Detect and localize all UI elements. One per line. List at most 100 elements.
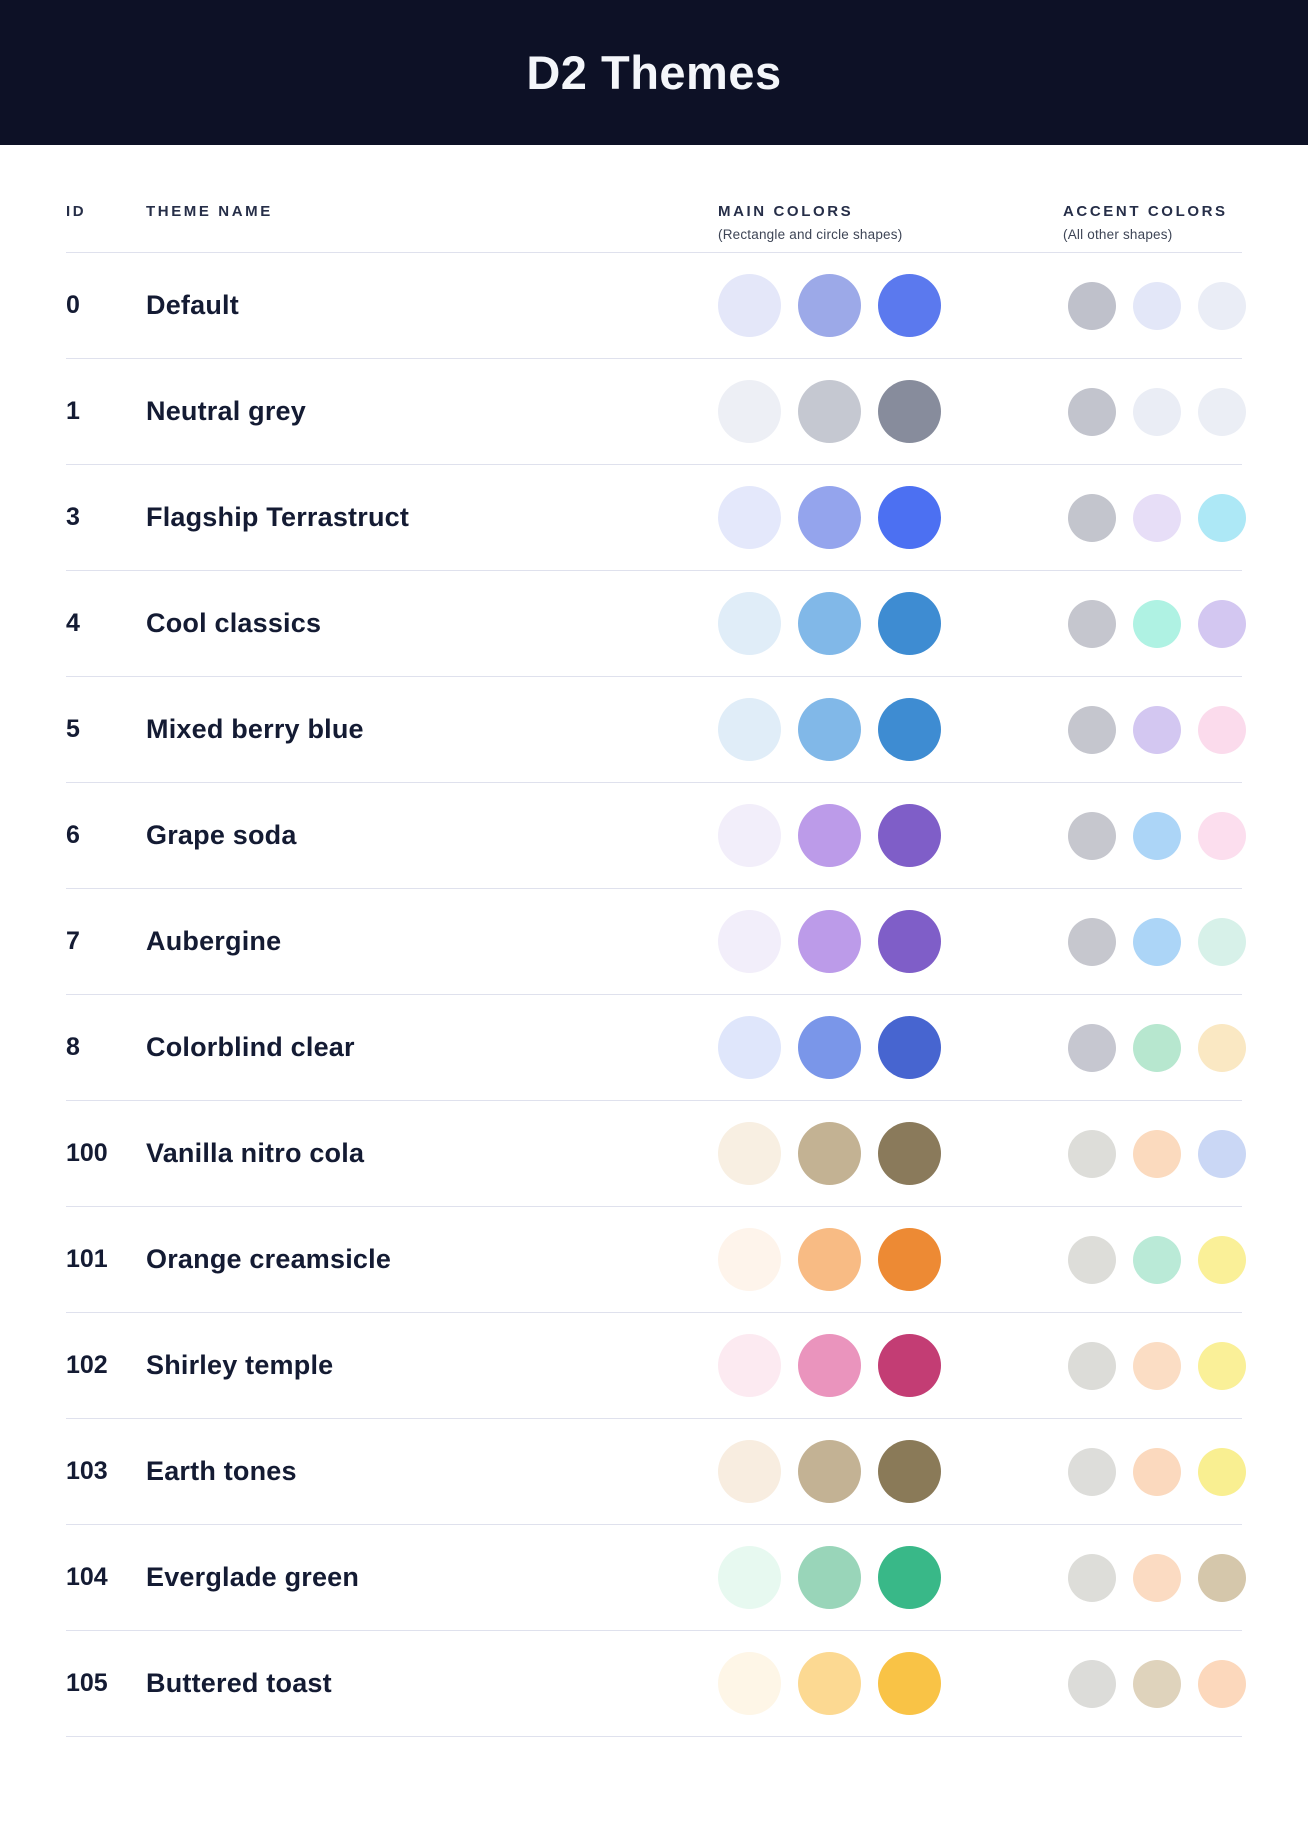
accent-color-swatch [1068,1129,1116,1178]
theme-id: 4 [66,609,80,637]
accent-color-swatch [1068,1447,1116,1496]
accent-color-swatch [1198,705,1246,754]
accent-color-swatch [1133,1659,1181,1708]
column-header-id: ID [66,203,146,220]
main-color-swatches [718,1334,1063,1397]
accent-color-swatch [1133,387,1181,436]
accent-color-swatch [1068,811,1116,860]
main-color-swatch [718,698,781,761]
main-color-swatches [718,380,1063,443]
main-color-swatch [718,1016,781,1079]
theme-id: 6 [66,821,80,849]
accent-color-swatch [1198,811,1246,860]
accent-color-swatch [1068,1235,1116,1284]
main-color-swatches [718,910,1063,973]
table-header-row: ID THEME NAME MAIN COLORS (Rectangle and… [66,203,1242,253]
main-color-swatches [718,592,1063,655]
main-color-swatch [878,1016,941,1079]
accent-color-swatches [1063,1447,1246,1496]
theme-name: Earth tones [146,1456,297,1486]
accent-color-swatch [1068,493,1116,542]
accent-color-swatch [1198,1659,1246,1708]
column-header-accent-colors-label: ACCENT COLORS [1063,203,1228,220]
accent-color-swatches [1063,1235,1246,1284]
accent-color-swatches [1063,1341,1246,1390]
main-color-swatches [718,1546,1063,1609]
accent-color-swatch [1133,281,1181,330]
main-color-swatch [878,804,941,867]
main-color-swatch [878,1440,941,1503]
main-color-swatches [718,274,1063,337]
column-header-main-colors: MAIN COLORS (Rectangle and circle shapes… [718,203,1063,242]
theme-id: 3 [66,503,80,531]
accent-color-swatch [1133,1447,1181,1496]
column-header-id-label: ID [66,203,87,220]
accent-color-swatch [1133,811,1181,860]
accent-color-swatch [1068,1659,1116,1708]
accent-color-swatches [1063,1553,1246,1602]
accent-color-swatches [1063,387,1246,436]
accent-color-swatch [1133,1023,1181,1072]
main-color-swatch [878,1228,941,1291]
accent-color-swatch [1133,1235,1181,1284]
accent-color-swatch [1133,705,1181,754]
theme-name: Grape soda [146,820,297,850]
page-title: D2 Themes [526,46,782,99]
theme-id: 104 [66,1563,108,1591]
table-row: 5 Mixed berry blue [66,677,1246,783]
accent-color-swatches [1063,599,1246,648]
theme-id: 100 [66,1139,108,1167]
accent-color-swatch [1198,493,1246,542]
column-header-theme-name: THEME NAME [146,203,718,220]
theme-id: 8 [66,1033,80,1061]
main-color-swatch [798,804,861,867]
accent-color-swatch [1198,917,1246,966]
accent-color-swatch [1068,387,1116,436]
column-header-main-colors-subtitle: (Rectangle and circle shapes) [718,227,903,242]
table-row: 100 Vanilla nitro cola [66,1101,1246,1207]
theme-name: Mixed berry blue [146,714,364,744]
accent-color-swatch [1133,599,1181,648]
main-color-swatch [878,1122,941,1185]
main-color-swatches [718,698,1063,761]
accent-color-swatch [1068,281,1116,330]
accent-color-swatch [1133,493,1181,542]
table-row: 101 Orange creamsicle [66,1207,1246,1313]
column-header-accent-colors-subtitle: (All other shapes) [1063,227,1173,242]
theme-name: Aubergine [146,926,282,956]
accent-color-swatch [1068,1341,1116,1390]
accent-color-swatch [1133,1341,1181,1390]
accent-color-swatch [1068,1553,1116,1602]
theme-name: Default [146,290,239,320]
main-color-swatch [798,1440,861,1503]
accent-color-swatches [1063,811,1246,860]
theme-id: 0 [66,291,80,319]
theme-id: 105 [66,1669,108,1697]
accent-color-swatches [1063,493,1246,542]
accent-color-swatch [1198,1447,1246,1496]
theme-id: 103 [66,1457,108,1485]
column-header-theme-name-label: THEME NAME [146,203,273,220]
main-color-swatch [798,1228,861,1291]
column-header-main-colors-label: MAIN COLORS [718,203,854,220]
accent-color-swatches [1063,281,1246,330]
main-color-swatch [798,1122,861,1185]
main-color-swatches [718,1228,1063,1291]
table-row: 104 Everglade green [66,1525,1246,1631]
table-row: 4 Cool classics [66,571,1246,677]
main-color-swatch [878,1546,941,1609]
theme-name: Orange creamsicle [146,1244,392,1274]
main-color-swatches [718,1652,1063,1715]
main-color-swatch [798,592,861,655]
accent-color-swatch [1133,1129,1181,1178]
theme-name: Vanilla nitro cola [146,1138,365,1168]
main-color-swatch [718,804,781,867]
accent-color-swatches [1063,705,1246,754]
theme-id: 7 [66,927,80,955]
main-color-swatch [798,910,861,973]
table-row: 6 Grape soda [66,783,1246,889]
accent-color-swatch [1198,1129,1246,1178]
accent-color-swatch [1068,1023,1116,1072]
themes-table: ID THEME NAME MAIN COLORS (Rectangle and… [0,203,1308,1737]
page-header: D2 Themes [0,0,1308,145]
